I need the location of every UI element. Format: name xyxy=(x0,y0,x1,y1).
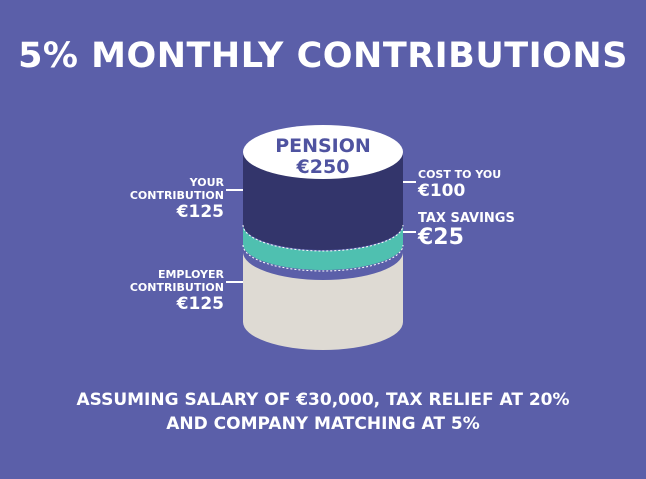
your-contribution-segment xyxy=(242,152,404,252)
pension-top xyxy=(243,125,403,179)
employer-contribution-line2: CONTRIBUTION xyxy=(129,281,224,294)
your-contribution-line2: CONTRIBUTION xyxy=(129,189,224,202)
tax-savings-title: TAX SAVINGS xyxy=(418,211,515,226)
your-contribution-label: YOUR CONTRIBUTION €125 xyxy=(120,176,224,222)
footer-line2: AND COMPANY MATCHING AT 5% xyxy=(166,414,480,434)
cost-to-you-label: COST TO YOU €100 xyxy=(418,168,538,201)
employer-contribution-label: EMPLOYER CONTRIBUTION €125 xyxy=(120,268,224,314)
tax-savings-segment xyxy=(242,225,404,272)
pension-label: PENSION xyxy=(275,135,371,157)
footer-line1: ASSUMING SALARY OF €30,000, TAX RELIEF A… xyxy=(76,390,570,410)
employer-contribution-segment xyxy=(243,252,403,350)
tax-savings-label: TAX SAVINGS €25 xyxy=(418,211,538,250)
employer-contribution-value: €125 xyxy=(176,294,224,314)
your-contribution-line1: YOUR xyxy=(189,176,224,189)
cost-to-you-title: COST TO YOU xyxy=(418,168,502,181)
cost-to-you-value: €100 xyxy=(418,181,466,201)
assumptions-footer: ASSUMING SALARY OF €30,000, TAX RELIEF A… xyxy=(0,388,646,436)
pension-value: €250 xyxy=(296,156,350,178)
page-title: 5% MONTHLY CONTRIBUTIONS xyxy=(18,36,628,76)
employer-contribution-line1: EMPLOYER xyxy=(157,268,224,281)
tax-savings-value: €25 xyxy=(418,225,464,250)
your-contribution-value: €125 xyxy=(176,202,224,222)
